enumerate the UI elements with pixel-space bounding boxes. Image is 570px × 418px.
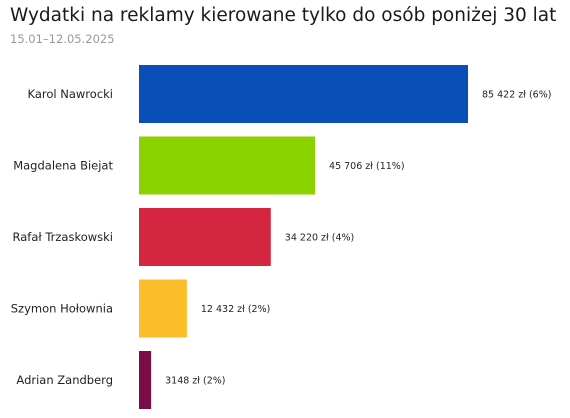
bar (139, 65, 468, 123)
category-label: Adrian Zandberg (16, 373, 113, 387)
bar (139, 279, 187, 338)
value-label: 45 706 zł (11%) (329, 161, 405, 172)
value-label: 34 220 zł (4%) (285, 233, 354, 244)
bar (139, 351, 152, 409)
category-label: Magdalena Biejat (13, 159, 113, 173)
bar (139, 208, 271, 266)
value-label: 3148 zł (2%) (165, 376, 225, 387)
chart-subtitle: 15.01–12.05.2025 (10, 32, 115, 46)
category-label: Karol Nawrocki (28, 87, 114, 101)
category-label: Rafał Trzaskowski (13, 230, 113, 244)
value-label: 12 432 zł (2%) (201, 304, 270, 315)
chart-title: Wydatki na reklamy kierowane tylko do os… (10, 5, 557, 26)
value-label: 85 422 zł (6%) (482, 90, 551, 101)
bar (139, 136, 316, 195)
category-label: Szymon Hołownia (11, 302, 113, 316)
